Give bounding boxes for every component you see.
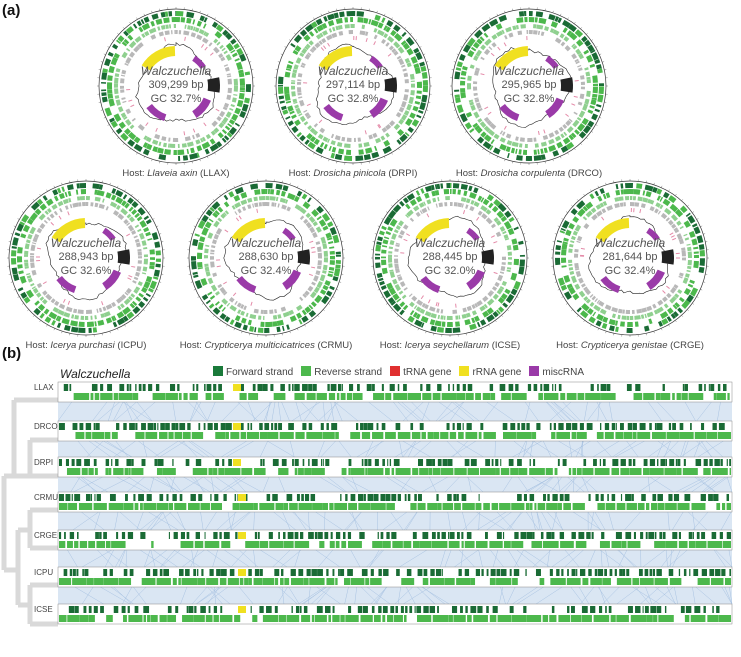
genus-name: Walczuchella: [317, 64, 389, 78]
genome-center-label: Walczuchella 281,644 bp GC 32.4%: [580, 236, 680, 278]
host-code: (CRGE): [667, 340, 704, 351]
genome-center-label: Walczuchella 295,965 bp GC 32.8%: [479, 64, 579, 106]
host-caption: Host: Llaveia axin (LLAX): [66, 168, 286, 179]
genome-center-label: Walczuchella 297,114 bp GC 32.8%: [303, 64, 403, 106]
circular-genome-map: [450, 7, 608, 165]
genome-center-label: Walczuchella 288,630 bp GC 32.4%: [216, 236, 316, 278]
host-species: Crypticerya multicicatrices: [204, 340, 315, 351]
genome-size: 281,644 bp: [602, 251, 658, 263]
host-prefix: Host:: [556, 340, 581, 351]
legend-item: tRNA gene: [390, 366, 451, 378]
track-label: ICPU: [34, 568, 54, 577]
host-caption: Host: Drosicha corpulenta (DRCO): [419, 168, 639, 179]
genus-name: Walczuchella: [230, 236, 302, 250]
legend-label: tRNA gene: [403, 367, 452, 378]
track-label: ICSE: [34, 605, 53, 614]
gc-content: GC 32.8%: [327, 93, 379, 105]
circular-genome-map: [7, 179, 165, 337]
gc-content: GC 32.7%: [150, 93, 202, 105]
host-prefix: Host:: [379, 340, 405, 351]
circular-genome-map: [371, 179, 529, 337]
panel-b-title: Walczuchella: [60, 367, 131, 381]
host-species: Drosicha pinicola: [313, 168, 386, 179]
gc-content: GC 32.4%: [240, 265, 292, 277]
gc-content: GC 32.0%: [424, 265, 476, 277]
host-caption: Host: Icerya purchasi (ICPU): [0, 340, 196, 351]
legend-item: miscRNA: [529, 366, 584, 378]
circular-genome-map: [551, 179, 709, 337]
host-prefix: Host:: [179, 340, 205, 351]
host-code: (LLAX): [197, 168, 230, 179]
host-code: (CRMU): [314, 340, 353, 351]
legend-item: rRNA gene: [459, 366, 521, 378]
genome-size: 288,943 bp: [58, 251, 114, 263]
legend-item: Reverse strand: [301, 366, 382, 378]
host-caption: Host: Crypticerya multicicatrices (CRMU): [156, 340, 376, 351]
genome-size: 288,445 bp: [422, 251, 478, 263]
gc-content: GC 32.4%: [604, 265, 656, 277]
host-species: Crypticerya genistae: [580, 340, 668, 351]
host-code: (DRPI): [385, 168, 418, 179]
genus-name: Walczuchella: [140, 64, 212, 78]
host-code: (ICSE): [489, 340, 521, 351]
genome-center-label: Walczuchella 288,445 bp GC 32.0%: [400, 236, 500, 278]
host-prefix: Host:: [288, 168, 314, 179]
genus-name: Walczuchella: [414, 236, 486, 250]
host-prefix: Host:: [455, 168, 481, 179]
genome-center-label: Walczuchella 309,299 bp GC 32.7%: [126, 64, 226, 106]
genome-center-label: Walczuchella 288,943 bp GC 32.6%: [36, 236, 136, 278]
genome-size: 295,965 bp: [501, 79, 557, 91]
strand-legend: Forward strand Reverse strand tRNA gene rRN…: [213, 366, 584, 378]
track-label: DRPI: [34, 458, 54, 467]
legend-swatch: [213, 366, 223, 376]
host-prefix: Host:: [25, 340, 51, 351]
circular-genome-map: [187, 179, 345, 337]
legend-swatch: [459, 366, 470, 376]
legend-swatch: [529, 366, 540, 376]
genome-size: 309,299 bp: [148, 79, 204, 91]
track-label: DRCO: [34, 422, 58, 431]
host-caption: Host: Icerya seychellarum (ICSE): [340, 340, 560, 351]
legend-label: Reverse strand: [314, 367, 383, 378]
legend-label: rRNA gene: [472, 367, 522, 378]
host-code: (DRCO): [565, 168, 603, 179]
legend-label: Forward strand: [226, 367, 294, 378]
host-species: Llaveia axin: [147, 168, 198, 179]
host-species: Drosicha corpulenta: [480, 168, 566, 179]
host-prefix: Host:: [122, 168, 148, 179]
genus-name: Walczuchella: [493, 64, 565, 78]
legend-swatch: [301, 366, 312, 376]
genus-name: Walczuchella: [50, 236, 122, 250]
track-label: CRMU: [34, 493, 58, 502]
genome-size: 288,630 bp: [238, 251, 294, 263]
host-caption: Host: Drosicha pinicola (DRPI): [243, 168, 463, 179]
panel-b-label: (b): [2, 345, 22, 362]
legend-item: Forward strand: [213, 366, 293, 378]
legend-swatch: [390, 366, 401, 376]
gc-content: GC 32.6%: [60, 265, 112, 277]
host-species: Icerya seychellarum: [404, 340, 490, 351]
genome-size: 297,114 bp: [325, 79, 381, 91]
host-species: Icerya purchasi: [50, 340, 115, 351]
circular-genome-map: [274, 7, 432, 165]
track-label: CRGE: [34, 531, 58, 540]
host-caption: Host: Crypticerya genistae (CRGE): [520, 340, 740, 351]
panel-a-label: (a): [2, 2, 21, 19]
host-code: (ICPU): [114, 340, 147, 351]
circular-genome-map: [97, 7, 255, 165]
synteny-alignment: [1, 381, 733, 627]
legend-label: miscRNA: [542, 367, 585, 378]
gc-content: GC 32.8%: [503, 93, 555, 105]
genus-name: Walczuchella: [594, 236, 666, 250]
track-label: LLAX: [34, 383, 54, 392]
